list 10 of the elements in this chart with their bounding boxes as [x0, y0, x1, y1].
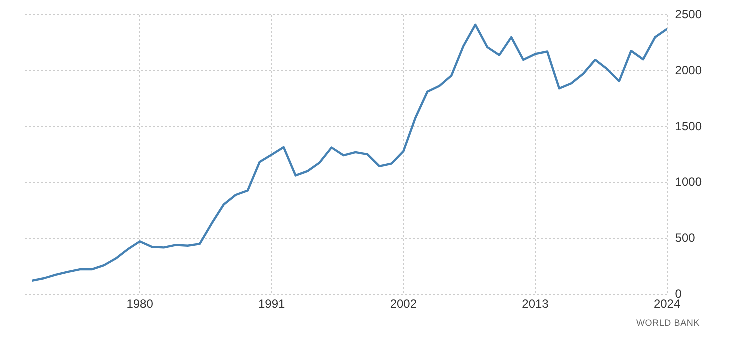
y-tick-label: 1500: [675, 119, 702, 134]
x-tick-label: 2002: [390, 297, 418, 312]
y-tick-label: 2000: [675, 63, 702, 78]
y-tick-label: 500: [675, 231, 696, 246]
x-tick-label: 1991: [258, 297, 286, 312]
y-tick-label: 1000: [675, 175, 702, 190]
x-tick-label: 1980: [126, 297, 154, 312]
x-tick-label: 2013: [522, 297, 550, 312]
y-tick-label: 2500: [675, 8, 702, 22]
text: WORLD BANK: [636, 318, 700, 328]
